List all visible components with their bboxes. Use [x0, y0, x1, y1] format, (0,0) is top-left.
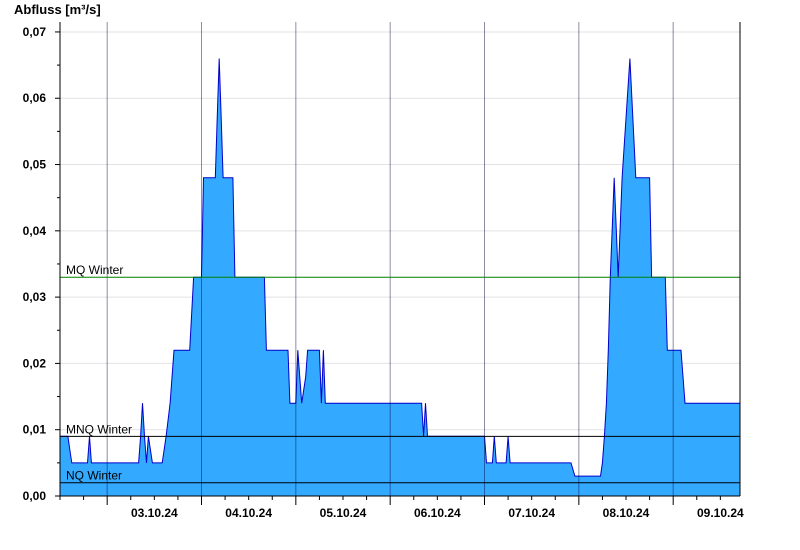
- x-tick-label: 06.10.24: [414, 506, 461, 520]
- y-tick-label: 0,06: [23, 91, 47, 105]
- x-tick-label: 08.10.24: [603, 506, 650, 520]
- x-tick-label: 09.10.24: [697, 506, 744, 520]
- x-tick-label: 03.10.24: [131, 506, 178, 520]
- y-tick-label: 0,04: [23, 224, 47, 238]
- x-tick-label: 04.10.24: [225, 506, 272, 520]
- y-tick-label: 0,00: [23, 489, 47, 503]
- discharge-area: [60, 58, 740, 496]
- reference-line-label: MQ Winter: [66, 263, 123, 277]
- reference-line-label: MNQ Winter: [66, 422, 132, 436]
- reference-line-label: NQ Winter: [66, 469, 122, 483]
- y-tick-label: 0,02: [23, 356, 47, 370]
- y-tick-label: 0,07: [23, 25, 47, 39]
- y-tick-label: 0,01: [23, 423, 47, 437]
- discharge-line: [60, 58, 740, 477]
- x-tick-label: 07.10.24: [508, 506, 555, 520]
- y-tick-label: 0,03: [23, 290, 47, 304]
- y-tick-label: 0,05: [23, 158, 47, 172]
- y-axis-label: Abfluss [m³/s]: [14, 2, 101, 17]
- x-tick-label: 05.10.24: [320, 506, 367, 520]
